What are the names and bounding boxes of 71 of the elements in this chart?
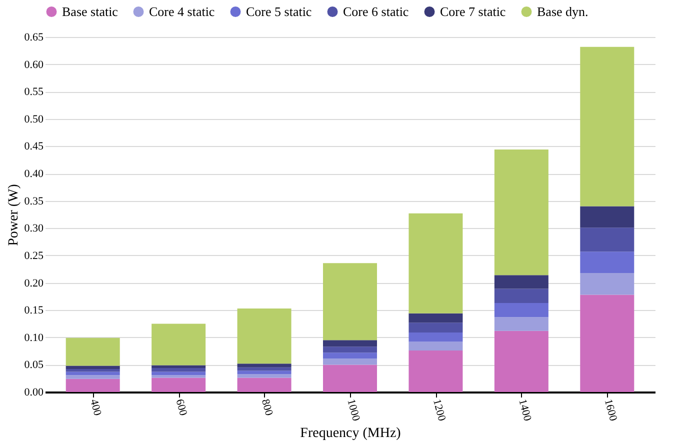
bar — [323, 352, 377, 359]
legend-label: Base static — [62, 4, 118, 19]
bar — [323, 346, 377, 353]
bar — [323, 263, 377, 340]
x-tick-label: 600 — [173, 398, 190, 418]
bar — [494, 330, 548, 392]
bar — [494, 317, 548, 331]
bar — [237, 378, 292, 392]
bar — [237, 374, 292, 378]
bar — [66, 366, 120, 370]
bar — [66, 375, 120, 379]
y-tick-label: 0.20 — [24, 277, 44, 290]
bar — [152, 372, 206, 376]
bar — [323, 358, 377, 365]
bar — [494, 275, 548, 289]
x-tick-label: 1600 — [602, 398, 620, 423]
y-tick-label: 0.60 — [24, 58, 44, 71]
y-axis-title: Power (W) — [6, 184, 22, 246]
bar — [152, 365, 206, 368]
bar — [66, 378, 120, 392]
y-tick-label: 0.35 — [24, 195, 44, 208]
bar — [580, 252, 634, 273]
legend-label: Core 5 static — [246, 4, 312, 19]
bar — [408, 213, 463, 314]
bar — [237, 370, 292, 374]
bar — [494, 150, 548, 276]
bar — [237, 308, 292, 364]
bar — [580, 272, 634, 295]
bar — [408, 332, 463, 342]
bar — [408, 350, 463, 392]
x-axis-title: Frequency (MHz) — [300, 426, 402, 442]
legend-label: Base dyn. — [537, 4, 588, 19]
bar — [408, 342, 463, 350]
y-tick-label: 0.00 — [24, 386, 44, 398]
bar — [237, 367, 292, 371]
bar — [237, 364, 292, 368]
bar — [152, 368, 206, 372]
x-tick-label: 800 — [258, 398, 275, 418]
x-tick-label: 1400 — [516, 398, 534, 423]
bar — [494, 302, 548, 318]
bar — [323, 364, 377, 392]
y-tick-label: 0.15 — [24, 304, 44, 317]
bar — [580, 294, 634, 392]
bar — [152, 378, 206, 392]
bar — [580, 228, 634, 252]
legend-label: Core 6 static — [343, 4, 409, 19]
y-tick-label: 0.10 — [24, 332, 44, 344]
y-tick-label: 0.40 — [24, 168, 44, 180]
bar — [323, 340, 377, 347]
bar — [152, 324, 206, 366]
x-tick-label: 1000 — [344, 398, 362, 423]
y-tick-label: 0.50 — [24, 113, 44, 126]
y-tick-label: 0.30 — [24, 222, 44, 235]
bar — [408, 313, 463, 323]
bar — [66, 369, 120, 372]
x-tick-label: 1200 — [430, 398, 448, 423]
bar — [580, 206, 634, 228]
bar — [66, 372, 120, 376]
bar — [580, 46, 634, 206]
y-tick-label: 0.55 — [24, 86, 44, 98]
bar — [66, 338, 120, 366]
y-tick-label: 0.65 — [24, 32, 44, 44]
y-tick-label: 0.45 — [24, 140, 44, 153]
bar — [152, 375, 206, 378]
y-tick-label: 0.25 — [24, 250, 44, 262]
y-tick-label: 0.05 — [24, 359, 44, 372]
x-tick-label: 400 — [88, 398, 104, 418]
legend-label: Core 4 static — [149, 4, 215, 19]
bar — [494, 288, 548, 303]
bar — [408, 322, 463, 332]
legend-label: Core 7 static — [440, 4, 506, 19]
